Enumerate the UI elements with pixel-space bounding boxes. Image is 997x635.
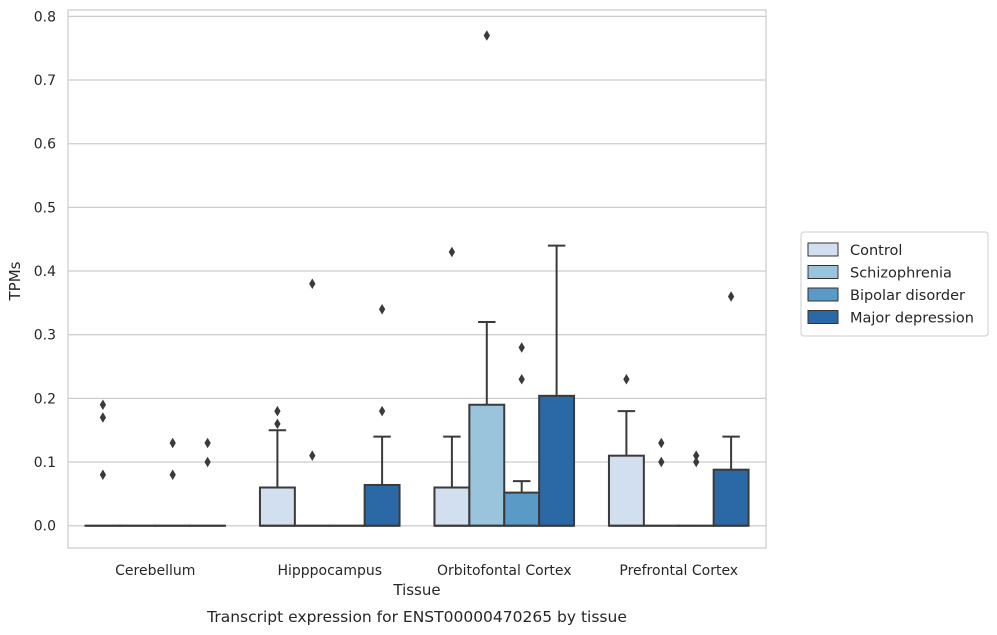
outlier-point — [204, 437, 211, 449]
box-group — [468, 30, 506, 527]
x-axis-label: Tissue — [392, 581, 440, 599]
legend: Control Schizophrenia Bipolar disorder Majo… — [800, 231, 989, 337]
box-group — [154, 437, 192, 527]
box-group — [677, 450, 715, 527]
plot-frame — [67, 9, 767, 549]
box-group — [258, 405, 296, 527]
legend-label: Bipolar disorder — [850, 288, 965, 304]
outlier-point — [169, 437, 176, 449]
y-tick-label: 0.0 — [34, 519, 56, 535]
legend-swatch — [807, 287, 839, 302]
legend-label: Schizophrenia — [850, 266, 952, 282]
y-tick-label: 0.7 — [34, 73, 56, 89]
box — [363, 483, 401, 527]
legend-label: Major depression — [850, 311, 974, 327]
outlier-point — [309, 450, 316, 461]
outlier-point — [727, 291, 735, 302]
outlier-point — [99, 469, 107, 481]
y-tick-label: 0.4 — [34, 264, 56, 280]
outlier-point — [169, 469, 176, 481]
box — [538, 394, 576, 527]
outlier-point — [99, 412, 107, 423]
legend-frame — [800, 231, 989, 337]
outlier-point — [693, 450, 700, 461]
box-group — [293, 278, 331, 527]
x-tick-labels: Cerebellum Hipppocampus Orbitofontal Corte… — [115, 563, 738, 579]
y-tick-labels: 0.0 0.1 0.2 0.3 0.4 0.5 0.6 0.7 0.8 — [34, 9, 56, 534]
outlier-point — [693, 456, 700, 468]
outlier-point — [274, 405, 281, 417]
outlier-point — [483, 30, 490, 41]
outlier-point — [204, 456, 211, 468]
box — [258, 486, 296, 527]
outlier-point — [99, 399, 107, 410]
box — [468, 403, 506, 527]
outlier-point — [623, 374, 630, 385]
boxes — [84, 30, 750, 527]
box-group — [433, 246, 471, 527]
x-tick-label: Hipppocampus — [277, 563, 382, 579]
box-group — [503, 342, 541, 527]
outlier-point — [274, 418, 281, 430]
outlier-point — [378, 405, 386, 417]
outlier-point — [378, 303, 386, 315]
outlier-point — [518, 342, 525, 353]
box — [503, 491, 541, 527]
box-group — [189, 437, 227, 527]
box-group — [712, 291, 750, 527]
outlier-point — [658, 437, 665, 449]
outlier-point — [309, 278, 316, 290]
y-axis-label: TPMs — [6, 261, 24, 301]
outlier-point — [448, 246, 456, 258]
y-tick-label: 0.1 — [34, 455, 56, 471]
outlier-point — [518, 374, 525, 385]
y-tick-label: 0.5 — [34, 200, 56, 216]
box-group — [607, 374, 645, 527]
chart-caption: Transcript expression for ENST0000047026… — [206, 608, 627, 626]
box — [712, 468, 750, 527]
box — [607, 454, 645, 527]
box-group — [538, 244, 576, 527]
grid-lines — [68, 15, 766, 527]
legend-swatch — [807, 265, 839, 279]
box-group — [363, 303, 401, 527]
box — [433, 486, 471, 527]
y-tick-label: 0.6 — [34, 137, 56, 153]
y-tick-label: 0.8 — [34, 9, 56, 25]
x-tick-label: Prefrontal Cortex — [619, 563, 738, 579]
legend-swatch — [807, 310, 839, 324]
x-tick-label: Cerebellum — [115, 563, 195, 579]
legend-swatch — [807, 242, 839, 257]
outlier-point — [658, 456, 665, 468]
x-tick-label: Orbitofontal Cortex — [437, 563, 572, 579]
y-tick-label: 0.3 — [34, 328, 56, 344]
y-tick-label: 0.2 — [34, 391, 56, 407]
legend-label: Control — [850, 243, 902, 259]
box-group — [642, 437, 680, 527]
